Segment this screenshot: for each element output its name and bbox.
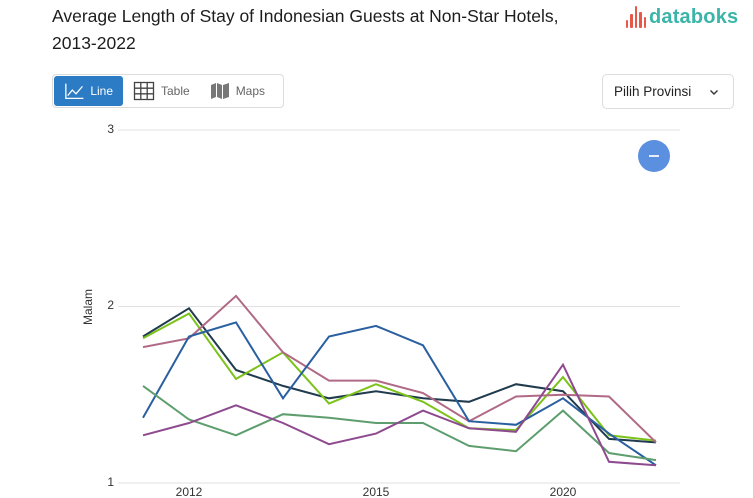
logo-text: databoks xyxy=(648,5,739,28)
y-tick-3: 3 xyxy=(107,122,114,136)
databoks-logo[interactable]: databoks xyxy=(626,4,738,30)
map-icon xyxy=(210,83,229,99)
series-line-3[interactable] xyxy=(142,294,657,444)
zoom-out-button[interactable] xyxy=(638,140,670,172)
chart-title: Average Length of Stay of Indonesian Gue… xyxy=(52,6,559,53)
x-tick-2020: 2020 xyxy=(549,485,577,498)
y-tick-2: 2 xyxy=(107,298,114,312)
province-select-label: Pilih Provinsi xyxy=(614,84,692,99)
series-line-1[interactable] xyxy=(142,306,657,444)
province-select[interactable]: Pilih Provinsi xyxy=(602,74,734,109)
table-grid-icon xyxy=(133,81,155,101)
x-tick-2015: 2015 xyxy=(362,485,390,498)
tab-maps-label: Maps xyxy=(235,84,266,98)
line-chart-icon xyxy=(65,83,84,100)
series-line-4[interactable] xyxy=(142,321,657,467)
view-tabs: Line Table Maps xyxy=(52,74,284,108)
chevron-down-icon xyxy=(710,90,718,95)
series-line-2[interactable] xyxy=(142,312,657,442)
y-axis-label: Malam xyxy=(81,289,95,326)
x-tick-2012: 2012 xyxy=(175,485,203,498)
minus-icon xyxy=(649,155,659,157)
tab-line[interactable]: Line xyxy=(54,76,123,106)
tab-line-label: Line xyxy=(90,84,113,98)
series-line-6[interactable] xyxy=(142,362,657,467)
tab-table[interactable]: Table xyxy=(123,76,200,106)
tab-maps[interactable]: Maps xyxy=(200,76,275,106)
y-tick-1: 1 xyxy=(107,475,114,489)
tab-table-label: Table xyxy=(161,84,190,98)
logo-bars-icon xyxy=(626,6,646,28)
